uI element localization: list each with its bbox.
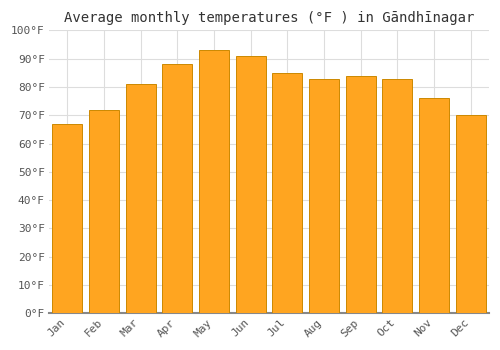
Bar <box>89 110 119 313</box>
Bar <box>272 73 302 313</box>
Bar <box>162 64 192 313</box>
Bar <box>236 56 266 313</box>
Bar <box>199 50 229 313</box>
Bar <box>419 98 449 313</box>
Bar <box>346 76 376 313</box>
Bar <box>309 78 339 313</box>
Title: Average monthly temperatures (°F ) in Gāndhīnagar: Average monthly temperatures (°F ) in Gā… <box>64 11 474 25</box>
Bar <box>126 84 156 313</box>
Bar <box>456 115 486 313</box>
Bar <box>382 78 412 313</box>
Bar <box>52 124 82 313</box>
